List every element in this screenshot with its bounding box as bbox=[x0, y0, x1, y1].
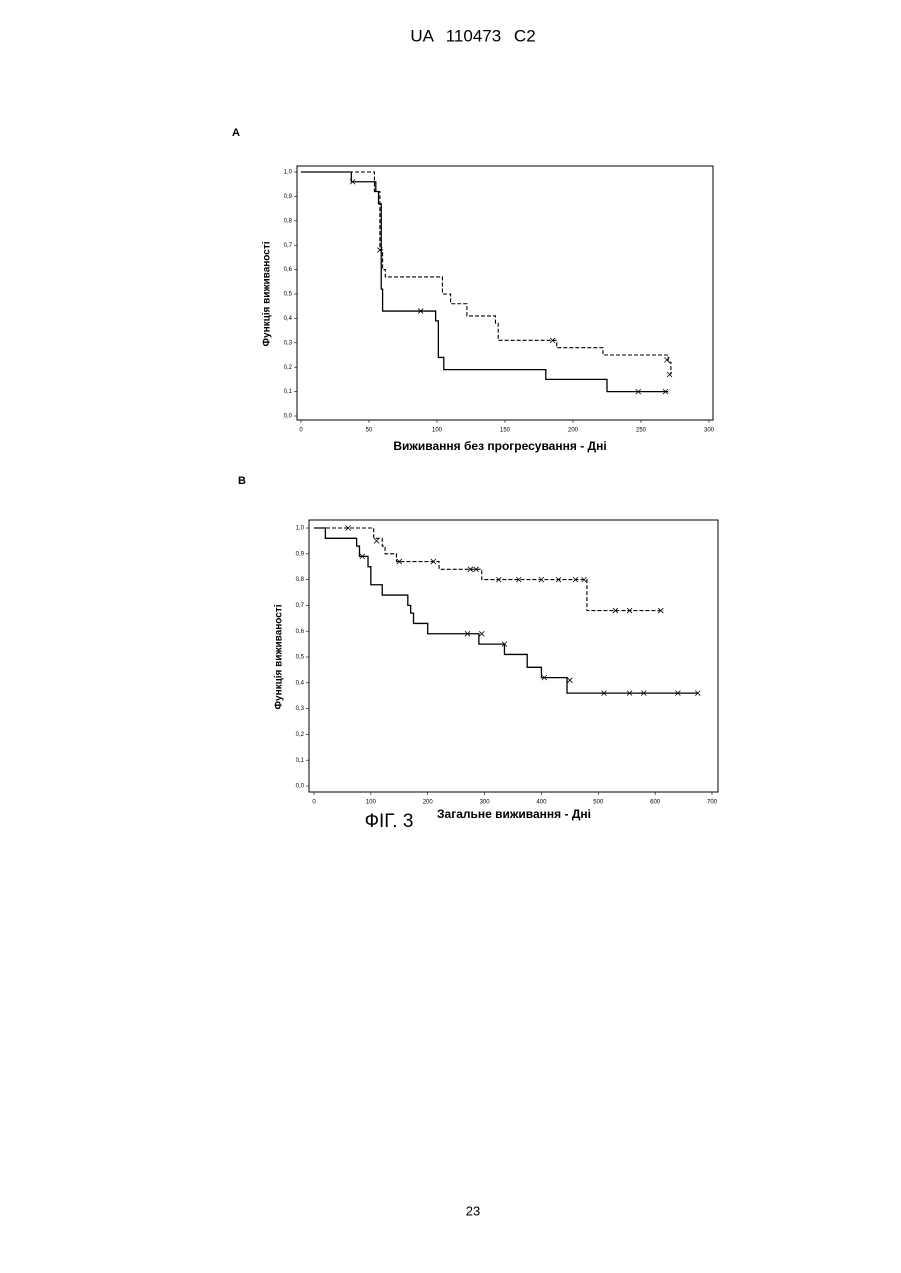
y-tick-label: 0,6 bbox=[284, 267, 293, 273]
y-tick-label: 0,2 bbox=[296, 732, 305, 738]
y-tick-label: 0,1 bbox=[284, 389, 293, 395]
x-tick-label: 250 bbox=[636, 428, 647, 434]
y-tick-label: 1,0 bbox=[296, 526, 305, 532]
y-tick-label: 0,5 bbox=[284, 292, 293, 298]
x-axis-label: Загальне виживання - Дні bbox=[437, 807, 591, 821]
panel-label: A bbox=[232, 127, 240, 139]
x-tick-label: 200 bbox=[568, 428, 579, 434]
x-axis-label: Виживання без прогресування - Дні bbox=[393, 439, 606, 453]
y-tick-label: 1,0 bbox=[284, 170, 293, 176]
figure-label: ФІГ. 3 bbox=[365, 811, 414, 832]
y-tick-label: 0,9 bbox=[284, 194, 293, 200]
x-tick-label: 300 bbox=[704, 428, 715, 434]
y-tick-label: 0,8 bbox=[284, 218, 293, 224]
y-tick-label: 0,4 bbox=[296, 680, 305, 686]
x-tick-label: 500 bbox=[593, 800, 604, 806]
y-tick-label: 0,1 bbox=[296, 758, 305, 764]
header: UA 110473 C2 bbox=[410, 26, 535, 45]
y-tick-label: 0,6 bbox=[296, 629, 305, 635]
x-tick-label: 50 bbox=[366, 428, 373, 434]
y-tick-label: 0,8 bbox=[296, 577, 305, 583]
x-tick-label: 100 bbox=[432, 428, 443, 434]
x-tick-label: 600 bbox=[650, 800, 661, 806]
page-number: 23 bbox=[466, 1203, 480, 1218]
x-tick-label: 200 bbox=[423, 800, 434, 806]
y-axis-label: Функція виживаності bbox=[262, 241, 273, 346]
x-tick-label: 150 bbox=[500, 428, 511, 434]
x-tick-label: 700 bbox=[707, 800, 718, 806]
y-tick-label: 0,0 bbox=[296, 784, 305, 790]
y-tick-label: 0,3 bbox=[296, 706, 305, 712]
panel-label: B bbox=[238, 475, 246, 487]
y-tick-label: 0,3 bbox=[284, 340, 293, 346]
background bbox=[0, 0, 901, 1273]
x-tick-label: 400 bbox=[536, 800, 547, 806]
y-tick-label: 0,2 bbox=[284, 365, 293, 371]
y-tick-label: 0,7 bbox=[296, 603, 305, 609]
y-axis-label: Функція виживаності bbox=[274, 604, 285, 709]
y-tick-label: 0,4 bbox=[284, 316, 293, 322]
y-tick-label: 0,5 bbox=[296, 655, 305, 661]
y-tick-label: 0,9 bbox=[296, 551, 305, 557]
y-tick-label: 0,0 bbox=[284, 414, 293, 420]
x-tick-label: 100 bbox=[366, 800, 377, 806]
x-tick-label: 300 bbox=[480, 800, 491, 806]
y-tick-label: 0,7 bbox=[284, 243, 293, 249]
page: UA 110473 C2 ФІГ. 3 23 A Виживання без пр… bbox=[0, 0, 901, 1273]
